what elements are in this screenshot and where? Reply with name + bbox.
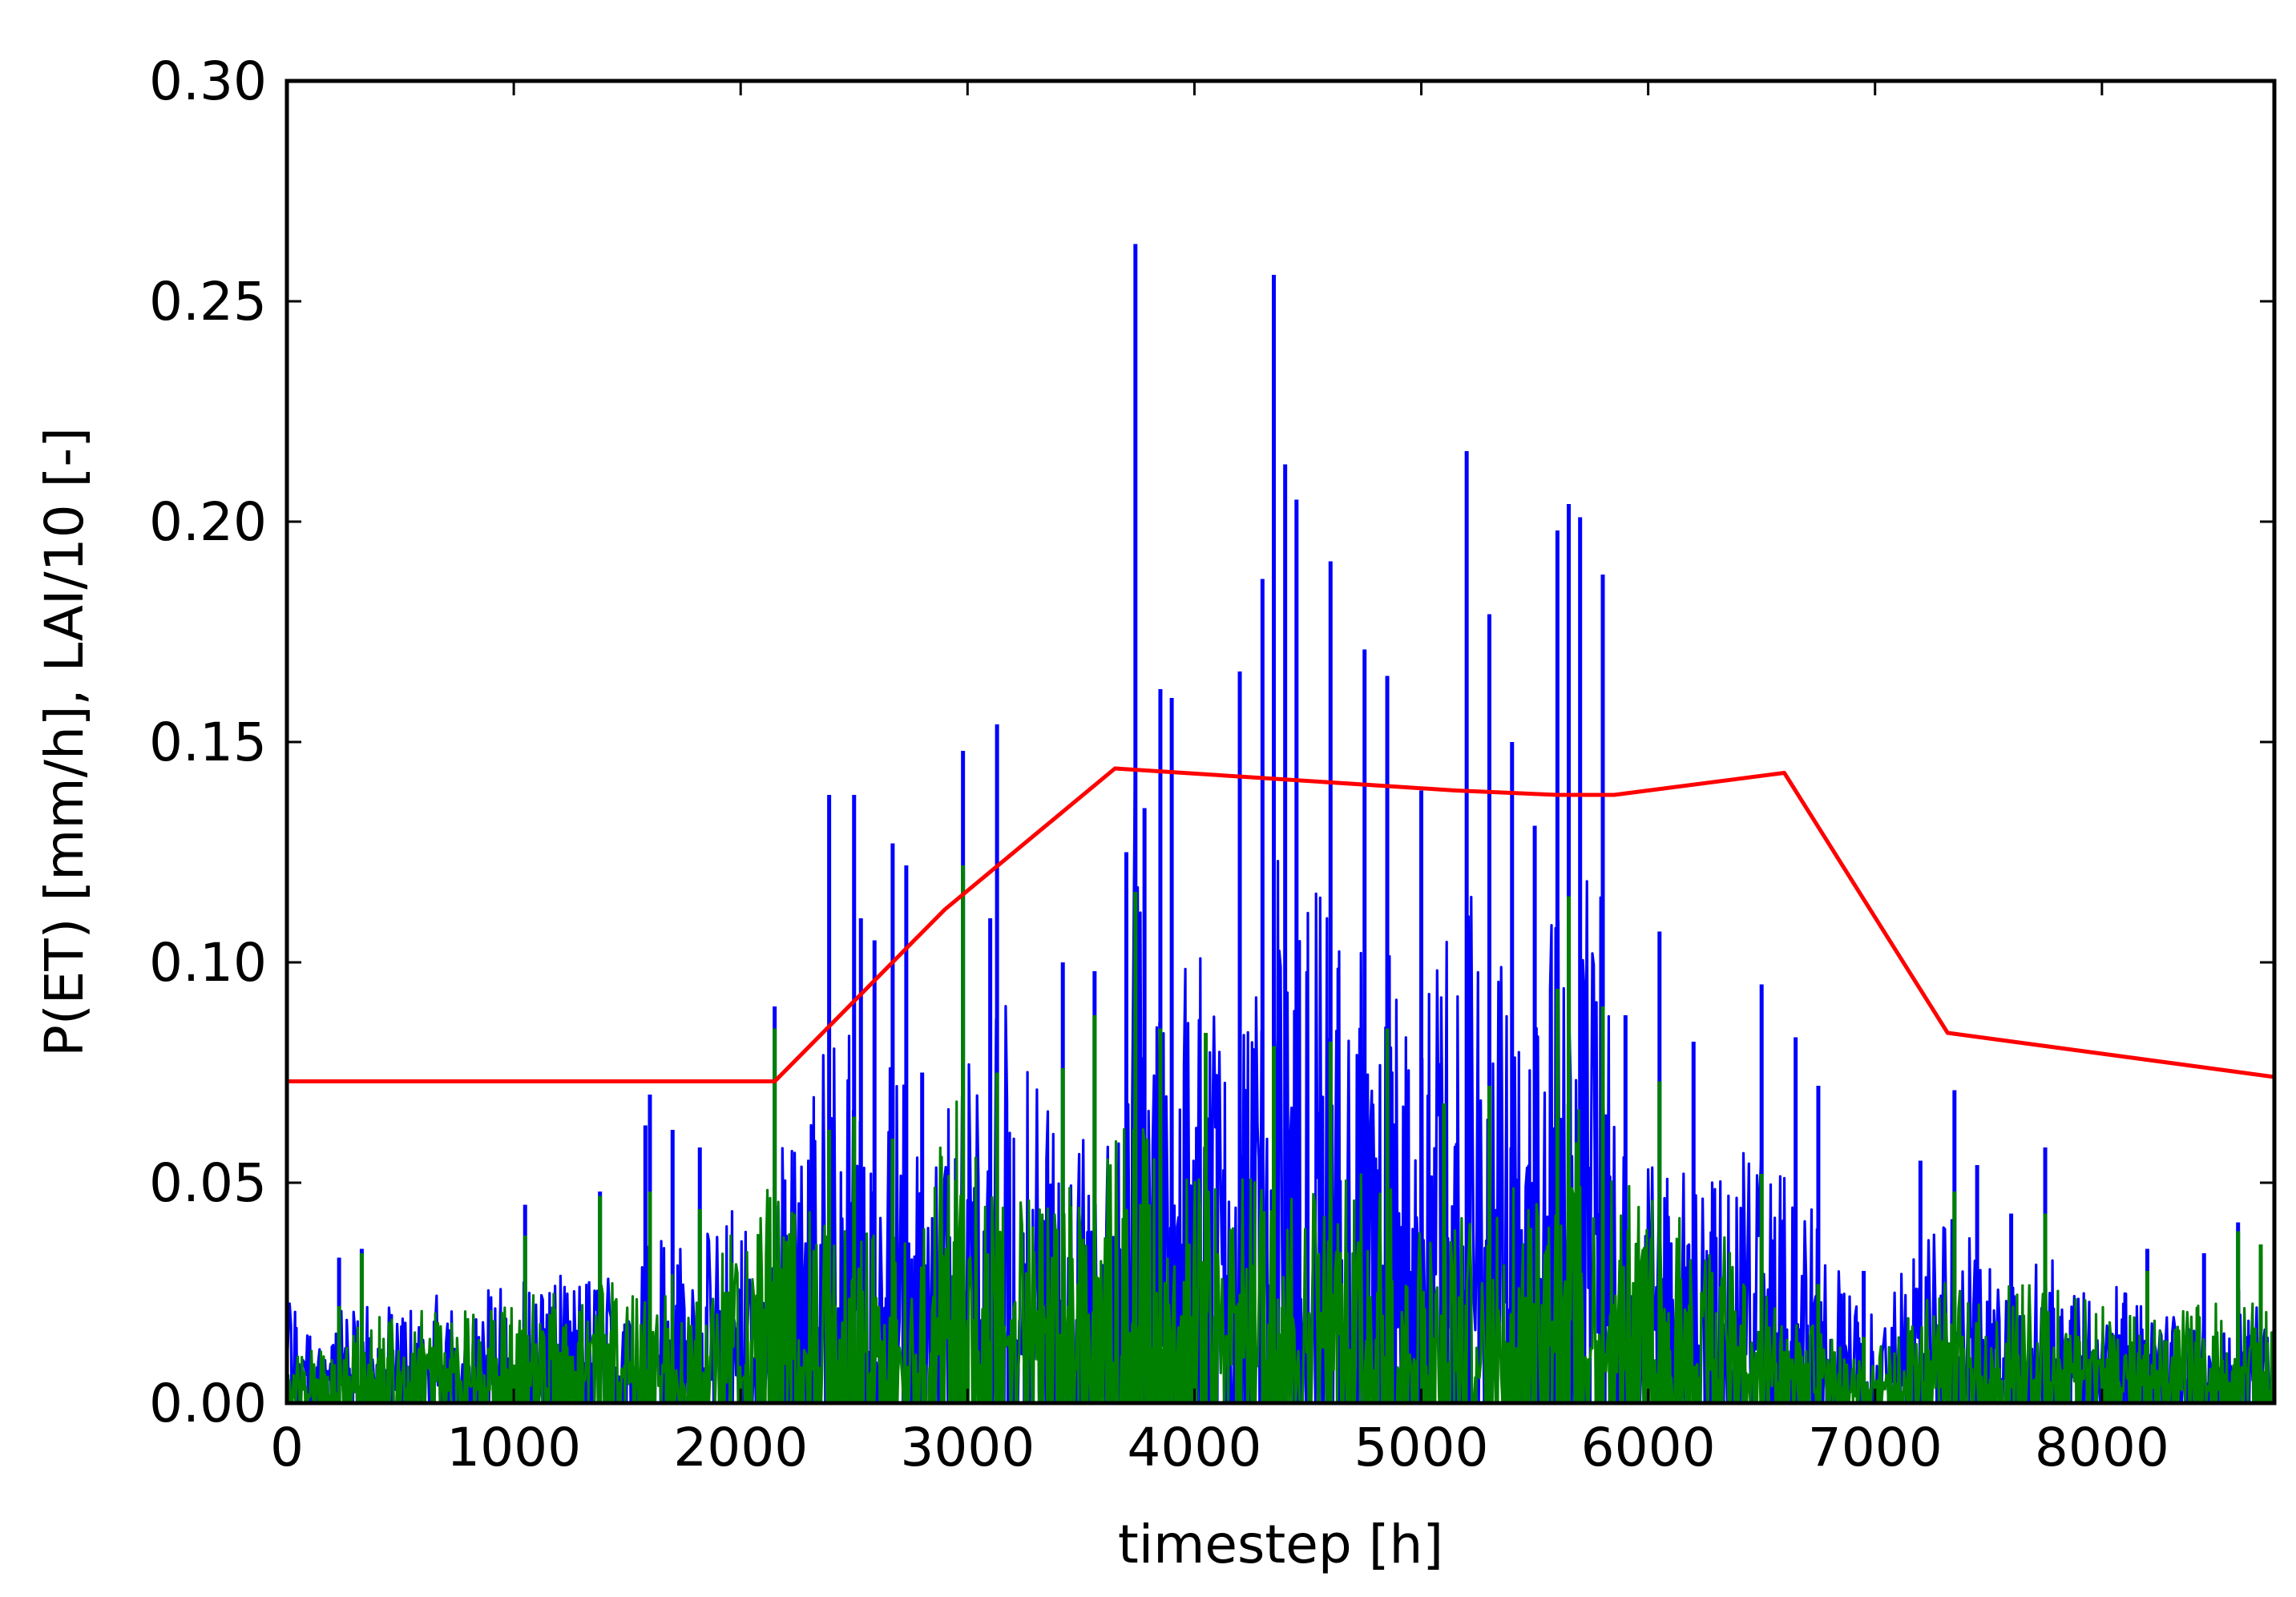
y-tick-label: 0.20 <box>149 491 267 553</box>
y-tick-label: 0.30 <box>149 50 267 112</box>
x-tick-label: 8000 <box>2035 1417 2169 1478</box>
y-tick-label: 0.10 <box>149 932 267 994</box>
series-layer <box>287 244 2274 1403</box>
x-tick-label: 6000 <box>1581 1417 1716 1478</box>
y-axis-label: P(ET) [mm/h], LAI/10 [-] <box>34 427 95 1057</box>
y-axis: 0.00 0.05 0.10 0.15 0.20 0.25 0.30 <box>149 50 2274 1434</box>
x-tick-label: 7000 <box>1808 1417 1943 1478</box>
y-tick-label: 0.25 <box>149 271 267 333</box>
x-tick-label: 1000 <box>446 1417 581 1478</box>
x-axis: 0 1000 2000 3000 4000 5000 6000 7000 8000 <box>270 81 2169 1478</box>
x-tick-label: 4000 <box>1127 1417 1261 1478</box>
red-series-line <box>287 766 2274 1083</box>
green-series-texture <box>287 1100 2274 1403</box>
y-tick-label: 0.00 <box>149 1373 267 1434</box>
x-axis-label: timestep [h] <box>1118 1514 1443 1575</box>
y-tick-label: 0.05 <box>149 1152 267 1214</box>
x-tick-label: 3000 <box>900 1417 1035 1478</box>
x-tick-label: 5000 <box>1354 1417 1489 1478</box>
x-tick-label: 0 <box>270 1417 304 1478</box>
y-tick-label: 0.15 <box>149 712 267 773</box>
x-tick-label: 2000 <box>673 1417 808 1478</box>
